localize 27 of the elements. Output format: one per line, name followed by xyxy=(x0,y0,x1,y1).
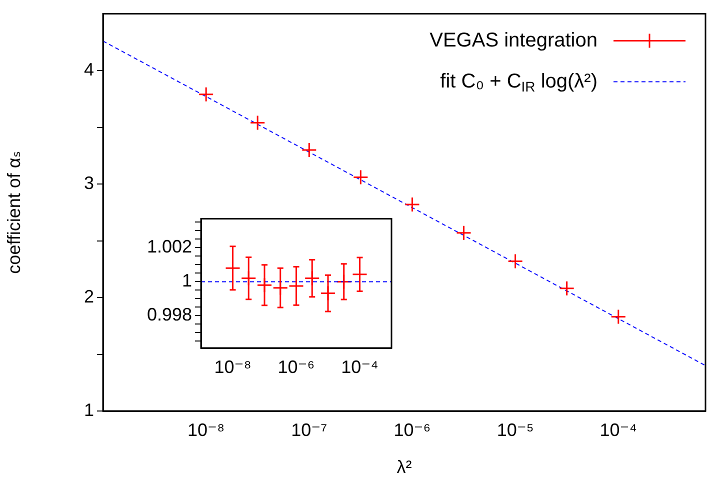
point xyxy=(250,114,266,130)
x-axis-title: λ² xyxy=(396,457,412,478)
point xyxy=(559,280,575,296)
x-tick-label: 10⁻⁸ xyxy=(188,420,225,440)
point xyxy=(610,309,626,325)
y-tick-label: 1.002 xyxy=(146,236,192,257)
point xyxy=(456,225,472,241)
x-tick-label: 10⁻⁸ xyxy=(214,356,252,377)
y-tick-label: 4 xyxy=(84,60,94,80)
x-tick-label: 10⁻⁶ xyxy=(394,420,431,440)
y-tick-label: 0.998 xyxy=(146,304,192,325)
x-tick-label: 10⁻⁷ xyxy=(291,420,328,440)
point xyxy=(198,86,214,102)
y-tick-label: 1 xyxy=(182,270,192,291)
x-tick-label: 10⁻⁵ xyxy=(496,420,534,440)
point xyxy=(404,196,420,212)
point xyxy=(301,142,317,158)
y-axis-title: coefficient of αₛ xyxy=(4,150,24,274)
x-tick-label: 10⁻⁴ xyxy=(600,420,638,440)
x-tick-label: 10⁻⁴ xyxy=(341,356,378,377)
y-tick-label: 2 xyxy=(84,286,94,306)
point xyxy=(508,253,524,269)
legend-label: VEGAS integration xyxy=(430,29,598,52)
y-tick-label: 3 xyxy=(84,172,94,193)
x-tick-label: 10⁻⁶ xyxy=(278,356,315,377)
point xyxy=(352,169,368,185)
y-tick-label: 1 xyxy=(84,400,94,420)
